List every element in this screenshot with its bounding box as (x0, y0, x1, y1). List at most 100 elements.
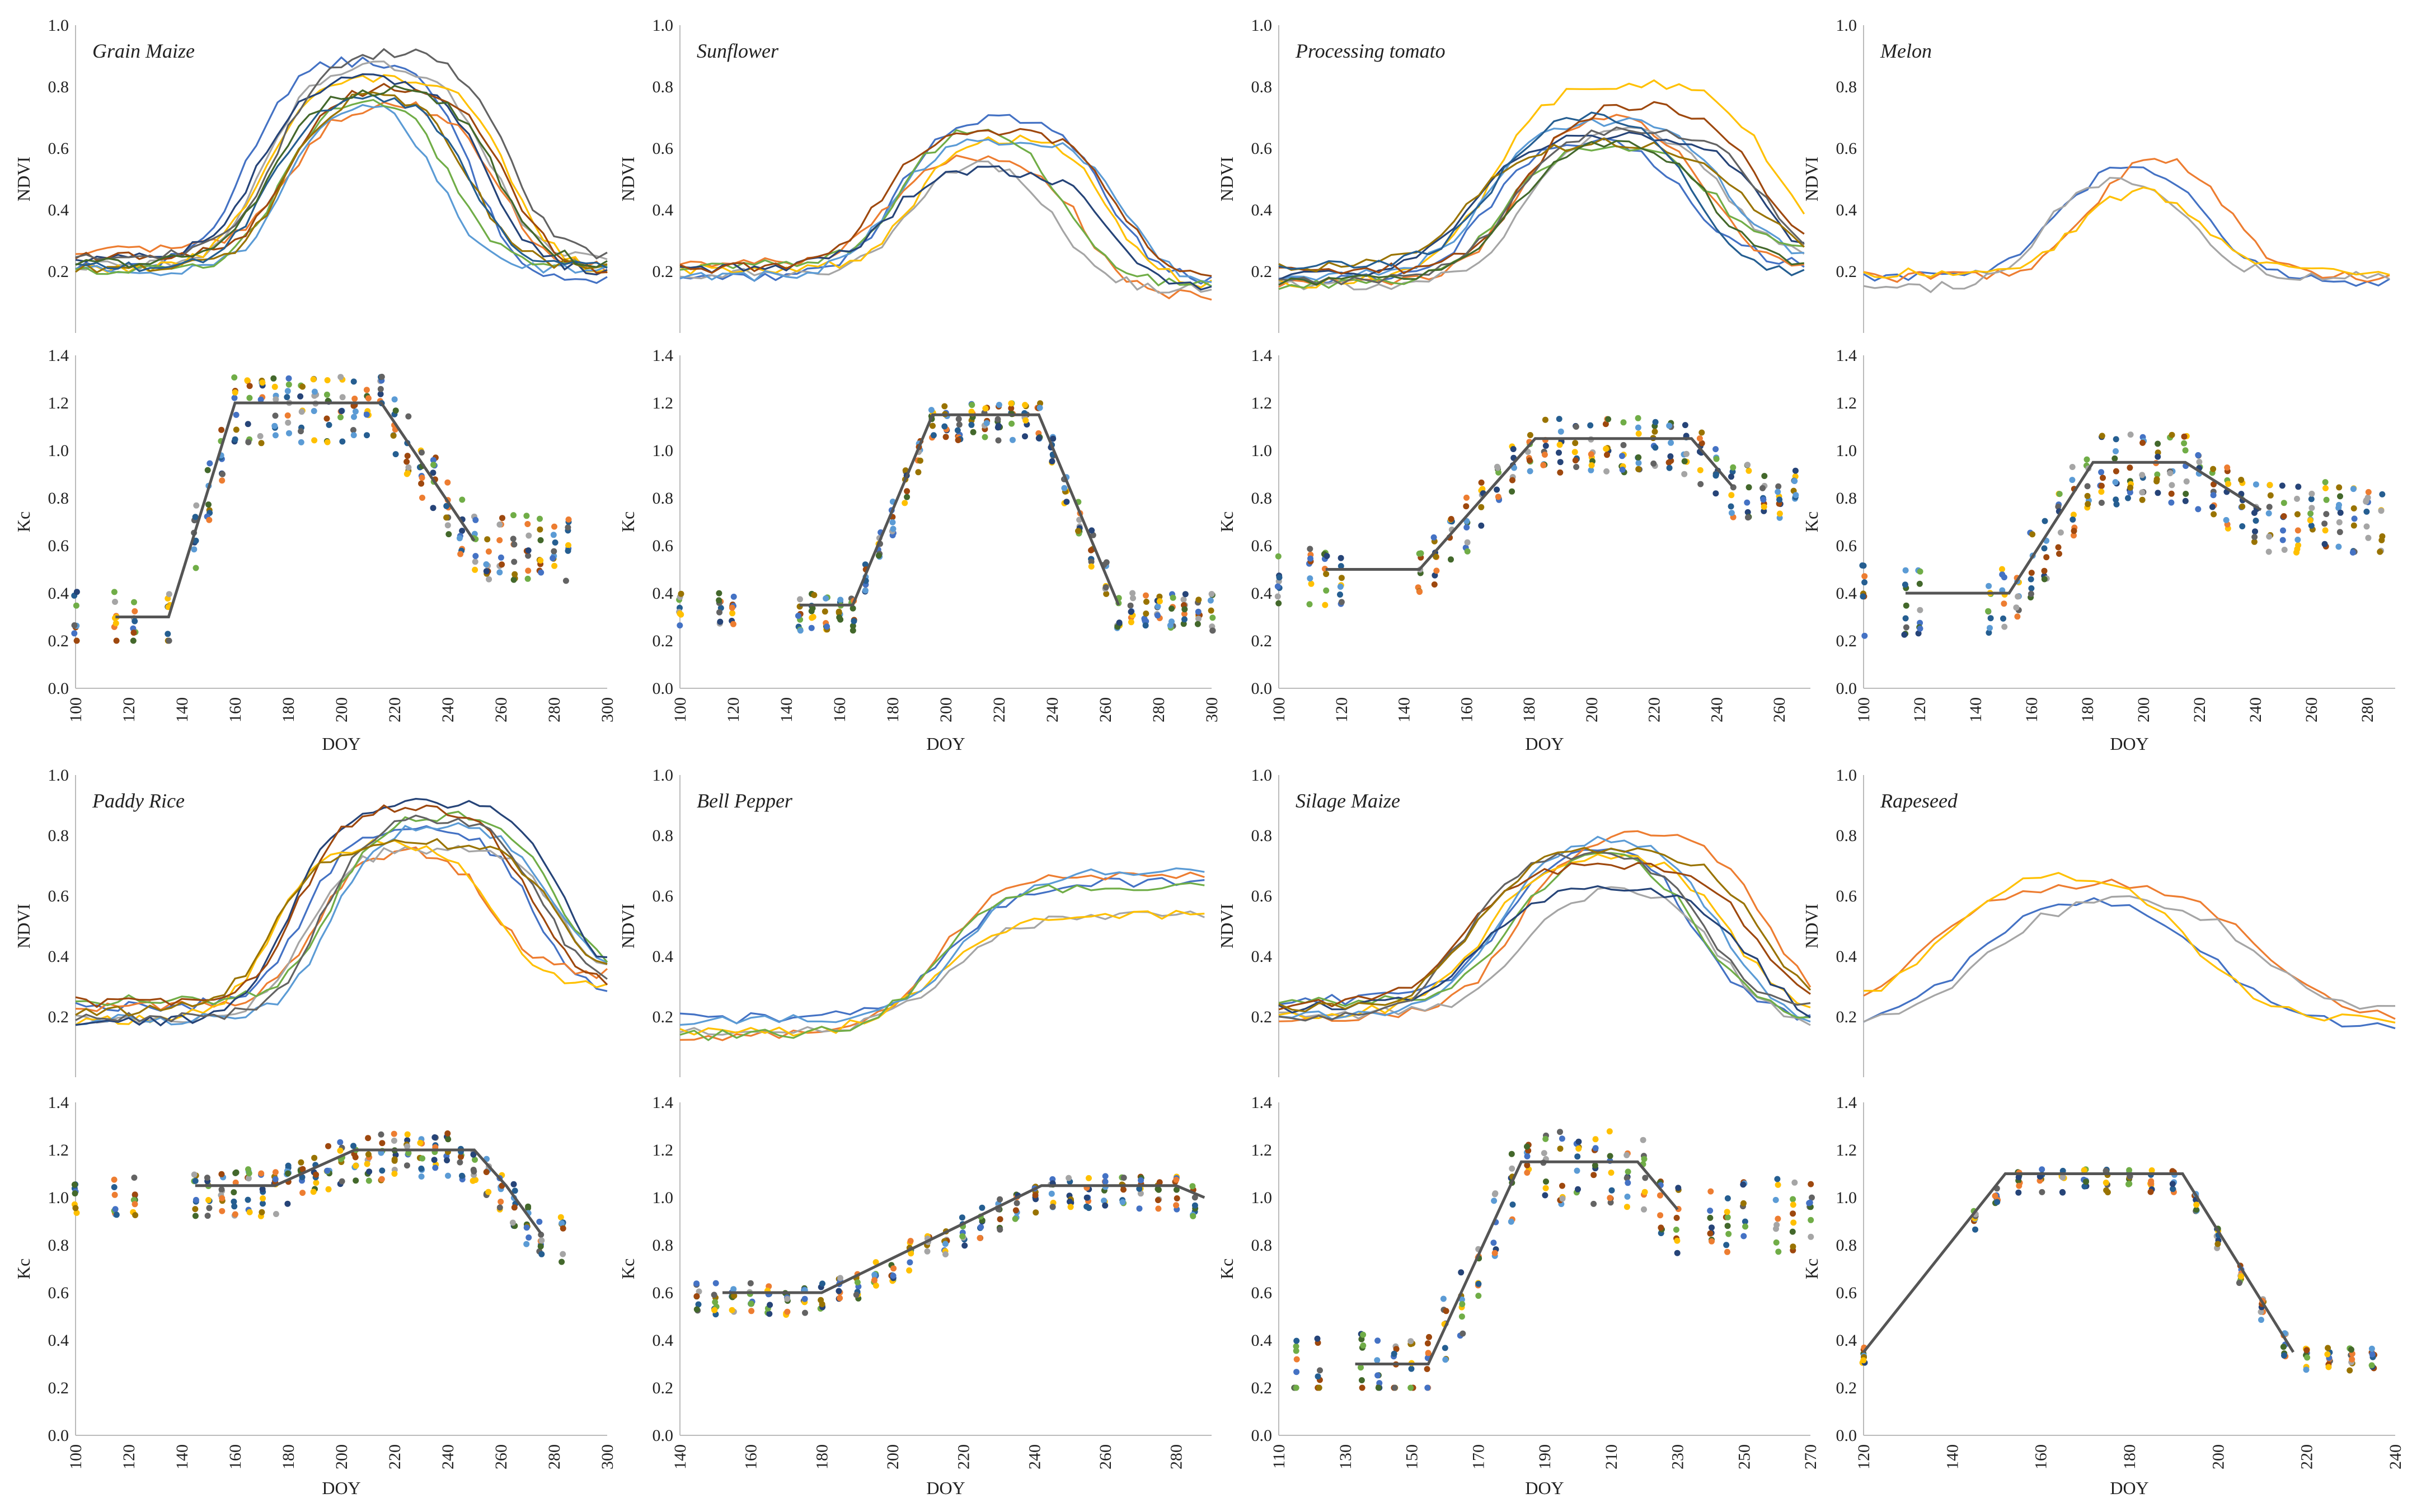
ndvi-y-tick-label: 1.0 (48, 766, 69, 785)
kc-data-point (1559, 1182, 1565, 1189)
kc-data-point (2084, 483, 2091, 490)
kc-x-tick-label: 200 (2134, 697, 2153, 722)
kc-data-point (1102, 1178, 1109, 1185)
kc-data-point (729, 1307, 735, 1313)
kc-data-point (968, 421, 975, 428)
kc-data-point (403, 471, 410, 477)
kc-data-point (1707, 1214, 1714, 1221)
kc-data-point (403, 458, 410, 465)
kc-data-point (2127, 489, 2133, 496)
kc-data-point (445, 1136, 452, 1143)
kc-data-point (1987, 615, 1994, 622)
kc-data-point (890, 525, 897, 532)
kc-data-point (1524, 1153, 1531, 1159)
panel-sunflower: 0.2 0.4 0.6 0.8 1.0 NDVI Sunflower 0.0 0.2 0.4 0.6… (618, 16, 1221, 754)
kc-data-point (1136, 1205, 1143, 1212)
kc-data-point (1640, 1137, 1646, 1143)
kc-data-point (1393, 1346, 1400, 1353)
ndvi-series-line (75, 73, 608, 276)
kc-data-point (2182, 447, 2189, 454)
kc-data-point (285, 375, 292, 382)
ndvi-series-line (1278, 852, 1811, 1019)
kc-data-point (323, 391, 330, 398)
kc-data-point (2153, 476, 2160, 482)
kc-data-point (797, 627, 804, 634)
kc-data-point (850, 605, 856, 612)
kc-data-point (1338, 563, 1344, 570)
kc-data-point (2170, 1186, 2176, 1192)
ndvi-y-tick-label: 0.8 (48, 78, 69, 96)
kc-data-point (523, 1224, 530, 1231)
kc-x-axis-label: DOY (2110, 734, 2148, 754)
kc-data-point (1169, 605, 1175, 612)
kc-data-point (1458, 1313, 1465, 1320)
kc-data-point (2258, 1317, 2264, 1323)
kc-x-tick-label: 190 (1536, 1444, 1554, 1469)
kc-data-point (1619, 453, 1625, 459)
kc-data-point (232, 1179, 239, 1186)
kc-data-point (559, 1220, 565, 1227)
ndvi-series-line (1863, 879, 2396, 1020)
kc-data-point (2280, 500, 2287, 506)
kc-data-point (405, 413, 412, 420)
panel-title: Grain Maize (92, 40, 195, 62)
kc-data-point (1776, 496, 1783, 503)
kc-data-point (1775, 483, 1782, 490)
kc-data-point (1592, 1162, 1598, 1169)
kc-data-point (496, 521, 503, 528)
kc-data-point (1083, 1203, 1090, 1210)
kc-data-point (837, 1275, 843, 1281)
kc-x-tick-label: 260 (1770, 697, 1789, 722)
kc-data-point (970, 429, 977, 435)
kc-x-tick-label: 180 (2078, 697, 2097, 722)
kc-data-point (1067, 1204, 1074, 1210)
kc-data-point (525, 1203, 532, 1210)
kc-data-point (1408, 1365, 1415, 1372)
panel-rapeseed: 0.20.40.60.81.0NDVIRapeseed0.00.20.40.60… (1801, 766, 2405, 1498)
kc-data-point (2041, 576, 2048, 583)
ndvi-series-line (679, 134, 1212, 289)
kc-data-point (1315, 1373, 1321, 1380)
kc-data-point (1195, 616, 1202, 622)
kc-data-point (351, 396, 358, 402)
kc-data-point (132, 1191, 138, 1198)
kc-data-point (1707, 1188, 1714, 1195)
kc-data-point (942, 1251, 949, 1257)
kc-data-point (431, 1134, 438, 1140)
kc-data-point (112, 1206, 119, 1213)
kc-x-tick-label: 260 (1096, 1444, 1115, 1469)
kc-data-point (1478, 522, 1485, 529)
kc-data-point (377, 391, 384, 397)
kc-data-point (458, 1153, 464, 1160)
kc-data-point (1624, 1194, 1631, 1200)
kc-data-point (2000, 615, 2006, 622)
kc-data-point (459, 496, 466, 503)
kc-data-point (272, 432, 279, 439)
kc-data-point (1574, 1153, 1581, 1160)
kc-data-point (205, 1197, 212, 1203)
ndvi-series-line (75, 825, 608, 1012)
kc-data-point (73, 1209, 80, 1216)
ndvi-y-tick-label: 0.2 (1251, 1008, 1273, 1026)
kc-data-point (1182, 591, 1189, 598)
kc-data-point (483, 1169, 490, 1175)
kc-data-point (2125, 495, 2131, 501)
kc-data-point (730, 621, 736, 627)
ndvi-series-line (679, 154, 1212, 301)
ndvi-series-line (75, 84, 608, 269)
kc-data-point (2281, 1352, 2287, 1359)
kc-data-point (1745, 484, 1752, 491)
kc-data-point (1761, 504, 1767, 510)
kc-x-tick-label: 100 (1855, 697, 1873, 722)
kc-data-point (71, 630, 78, 637)
kc-x-tick-label: 140 (777, 697, 796, 722)
kc-data-point (245, 1196, 251, 1203)
kc-data-point (1728, 492, 1735, 499)
kc-data-point (419, 449, 425, 456)
kc-data-point (1013, 1200, 1020, 1206)
kc-y-tick-label: 0.0 (48, 1426, 69, 1445)
ndvi-series-line (679, 128, 1212, 277)
ndvi-series-line (1278, 847, 1812, 1013)
kc-data-point (472, 558, 478, 565)
kc-data-point (1652, 444, 1659, 451)
